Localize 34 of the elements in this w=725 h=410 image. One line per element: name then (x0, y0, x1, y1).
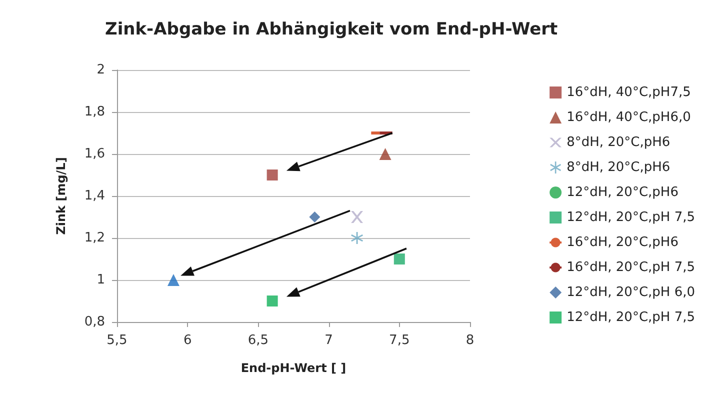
point (266, 296, 278, 306)
point (379, 148, 392, 160)
x-tick-label: 7,5 (389, 333, 410, 348)
x-tick-label: 5,5 (106, 333, 128, 348)
legend-label: 12°dH, 20°C,pH 6,0 (566, 285, 696, 300)
point (351, 232, 364, 244)
y-axis-title: Zink [mg/L] (54, 157, 68, 235)
y-tick-label: 1,8 (84, 104, 105, 120)
x-tick-label: 6,5 (248, 333, 269, 348)
x-axis-title: End-pH-Wert [ ] (240, 361, 346, 375)
legend-label: 12°dH, 20°C,pH6 (566, 185, 678, 200)
x-tick-label: 8 (466, 333, 474, 348)
chart-title: Zink-Abgabe in Abhängigkeit vom End-pH-Wert (105, 20, 558, 40)
y-tick-label: 1 (96, 272, 105, 288)
y-tick-label: 1,4 (84, 188, 105, 204)
legend-label: 16°dH, 20°C,pH6 (566, 235, 678, 250)
legend-label: 16°dH, 40°C,pH7,5 (566, 85, 691, 100)
x-tick-label: 6 (183, 333, 192, 348)
point (309, 212, 320, 222)
legend-label: 8°dH, 20°C,pH6 (566, 135, 670, 150)
legend-label: 8°dH, 20°C,pH6 (566, 160, 670, 175)
y-tick-label: 0,8 (84, 314, 105, 330)
legend-label: 16°dH, 20°C,pH 7,5 (566, 260, 696, 275)
point (266, 170, 278, 180)
point (351, 211, 364, 223)
legend-label: 16°dH, 40°C,pH6,0 (566, 110, 691, 125)
y-tick-label: 1,2 (84, 230, 105, 246)
y-tick-label: 1,6 (84, 146, 105, 162)
point (394, 254, 405, 264)
point (167, 274, 180, 286)
x-tick-label: 7 (324, 333, 333, 348)
y-tick-label: 2 (96, 62, 105, 78)
legend-label: 12°dH, 20°C,pH 7,5 (566, 310, 696, 325)
legend-label: 12°dH, 20°C,pH 7,5 (566, 210, 696, 225)
